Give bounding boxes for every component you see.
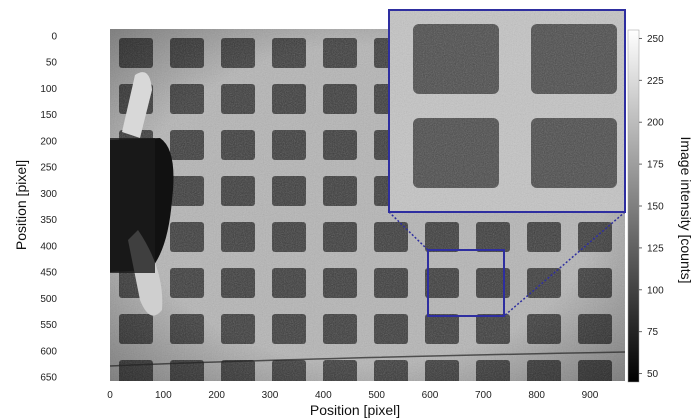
colorbar-label: Image intensity [counts] bbox=[678, 136, 694, 283]
propeller-blade-top bbox=[122, 72, 152, 138]
colorbar-tick-label: 200 bbox=[647, 118, 664, 129]
y-tick-label: 400 bbox=[40, 241, 57, 252]
x-tick-label: 600 bbox=[422, 390, 439, 401]
x-axis-label: Position [pixel] bbox=[310, 402, 400, 418]
y-tick-label: 350 bbox=[40, 215, 57, 226]
x-tick-label: 500 bbox=[368, 390, 385, 401]
y-tick-label: 300 bbox=[40, 189, 57, 200]
x-tick-label: 900 bbox=[582, 390, 599, 401]
x-tick-label: 200 bbox=[208, 390, 225, 401]
zoom-connector-left bbox=[388, 211, 429, 251]
y-axis-label: Position [pixel] bbox=[13, 160, 29, 250]
colorbar-ticks: 250 225 200 175 150 125 100 75 50 bbox=[639, 34, 664, 380]
x-tick-label: 0 bbox=[107, 390, 113, 401]
y-tick-label: 200 bbox=[40, 136, 57, 147]
colorbar-tick-label: 250 bbox=[647, 34, 664, 45]
x-tick-label: 300 bbox=[262, 390, 279, 401]
y-tick-label: 450 bbox=[40, 268, 57, 279]
y-tick-label: 50 bbox=[46, 58, 58, 69]
zoom-connector-right bbox=[503, 211, 626, 317]
zoom-region-box bbox=[427, 249, 505, 317]
colorbar-tick-label: 100 bbox=[647, 285, 664, 296]
x-tick-label: 100 bbox=[155, 390, 172, 401]
zoom-inset bbox=[388, 9, 626, 213]
y-tick-label: 500 bbox=[40, 294, 57, 305]
colorbar-tick-label: 150 bbox=[647, 202, 664, 213]
y-tick-label: 600 bbox=[40, 346, 57, 357]
y-tick-label: 250 bbox=[40, 163, 57, 174]
colorbar-tick-label: 125 bbox=[647, 243, 664, 254]
y-tick-label: 100 bbox=[40, 84, 57, 95]
y-tick-label: 150 bbox=[40, 110, 57, 121]
x-tick-label: 700 bbox=[475, 390, 492, 401]
x-tick-label: 800 bbox=[528, 390, 545, 401]
colorbar-tick-label: 75 bbox=[647, 327, 659, 338]
colorbar-tick-label: 225 bbox=[647, 76, 664, 87]
colorbar-tick-label: 175 bbox=[647, 160, 664, 171]
colorbar bbox=[627, 29, 640, 383]
y-tick-label: 0 bbox=[51, 32, 57, 43]
x-axis-ticks: 0 100 200 300 400 500 600 700 800 900 bbox=[107, 390, 599, 401]
y-tick-label: 550 bbox=[40, 320, 57, 331]
x-tick-label: 400 bbox=[315, 390, 332, 401]
y-tick-label: 650 bbox=[40, 373, 57, 384]
colorbar-tick-label: 50 bbox=[647, 369, 659, 380]
y-axis-ticks: 0 50 100 150 200 250 300 350 400 450 500 550 600 650 bbox=[40, 32, 57, 384]
